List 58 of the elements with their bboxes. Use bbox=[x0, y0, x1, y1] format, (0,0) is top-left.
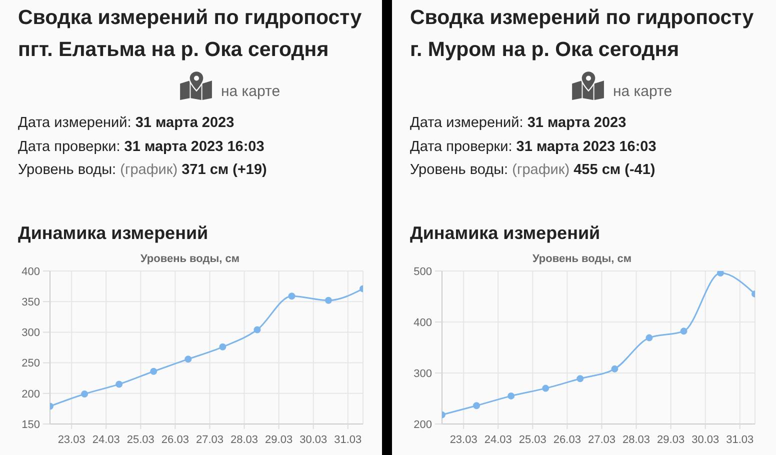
point bbox=[473, 402, 480, 410]
text: Дата измерений: 31 марта 2023 bbox=[410, 115, 626, 131]
y-axis-title: Уровень воды, см bbox=[140, 253, 240, 265]
point bbox=[254, 326, 261, 334]
x-tick-label: 25.03 bbox=[126, 434, 154, 446]
x-tick-label: 24.03 bbox=[484, 434, 512, 446]
x-tick-label: 31.03 bbox=[334, 434, 362, 446]
x-tick-label: 24.03 bbox=[92, 434, 120, 446]
text: на карте bbox=[221, 83, 280, 100]
y-tick-label: 200 bbox=[22, 388, 40, 400]
point bbox=[219, 343, 226, 350]
x-tick-label: 31.03 bbox=[726, 434, 754, 446]
point bbox=[116, 380, 123, 388]
x-tick-label: 26.03 bbox=[161, 434, 189, 446]
x-tick-label: 25.03 bbox=[518, 434, 546, 446]
point bbox=[324, 296, 332, 304]
chart-subtitle: Динамика измерений bbox=[410, 223, 600, 243]
y-tick-label: 300 bbox=[22, 327, 40, 340]
chart-title: Сводка измерений по гидропосту пгт. Елатьма на р. Ока сегодня bbox=[18, 6, 362, 61]
point bbox=[716, 271, 724, 277]
x-tick-label: 28.03 bbox=[230, 434, 258, 446]
y-axis-title: Уровень воды, см bbox=[532, 253, 632, 265]
point bbox=[542, 384, 550, 392]
point bbox=[184, 356, 192, 363]
text: Уровень воды: (график) 371 см (+19) bbox=[18, 162, 267, 178]
y-tick-label: 250 bbox=[22, 358, 40, 370]
y-tick-label: 400 bbox=[22, 266, 40, 278]
point bbox=[81, 390, 88, 398]
x-tick-label: 26.03 bbox=[553, 434, 581, 446]
y-tick-label: 350 bbox=[22, 296, 40, 309]
point bbox=[646, 334, 653, 342]
y-tick-label: 500 bbox=[414, 266, 432, 278]
x-tick-label: 29.03 bbox=[657, 434, 685, 446]
point bbox=[508, 392, 515, 400]
x-tick-label: 30.03 bbox=[300, 434, 328, 446]
point bbox=[150, 368, 158, 375]
y-tick-label: 200 bbox=[414, 418, 432, 431]
chart-subtitle: Динамика измерений bbox=[18, 223, 208, 243]
y-tick-label: 300 bbox=[414, 368, 432, 380]
chart-title: Сводка измерений по гидропосту г. Муром на р. Ока сегодня bbox=[410, 6, 754, 61]
x-tick-label: 28.03 bbox=[622, 434, 650, 446]
text: Дата проверки: 31 марта 2023 16:03 bbox=[18, 138, 264, 154]
text: Дата проверки: 31 марта 2023 16:03 bbox=[410, 138, 656, 154]
point bbox=[576, 375, 584, 382]
x-tick-label: 23.03 bbox=[450, 434, 478, 446]
x-tick-label: 23.03 bbox=[58, 434, 86, 446]
point bbox=[680, 328, 688, 335]
x-tick-label: 30.03 bbox=[692, 434, 720, 446]
x-tick-label: 27.03 bbox=[196, 434, 224, 446]
x-tick-label: 29.03 bbox=[265, 434, 293, 446]
point bbox=[611, 365, 618, 372]
y-tick-label: 400 bbox=[414, 316, 432, 329]
y-tick-label: 150 bbox=[22, 418, 40, 431]
text: Уровень воды: (график) 455 см (-41) bbox=[410, 162, 656, 178]
text: на карте bbox=[613, 83, 672, 100]
text: Дата измерений: 31 марта 2023 bbox=[18, 115, 234, 131]
point bbox=[288, 292, 296, 300]
x-tick-label: 27.03 bbox=[588, 434, 616, 446]
